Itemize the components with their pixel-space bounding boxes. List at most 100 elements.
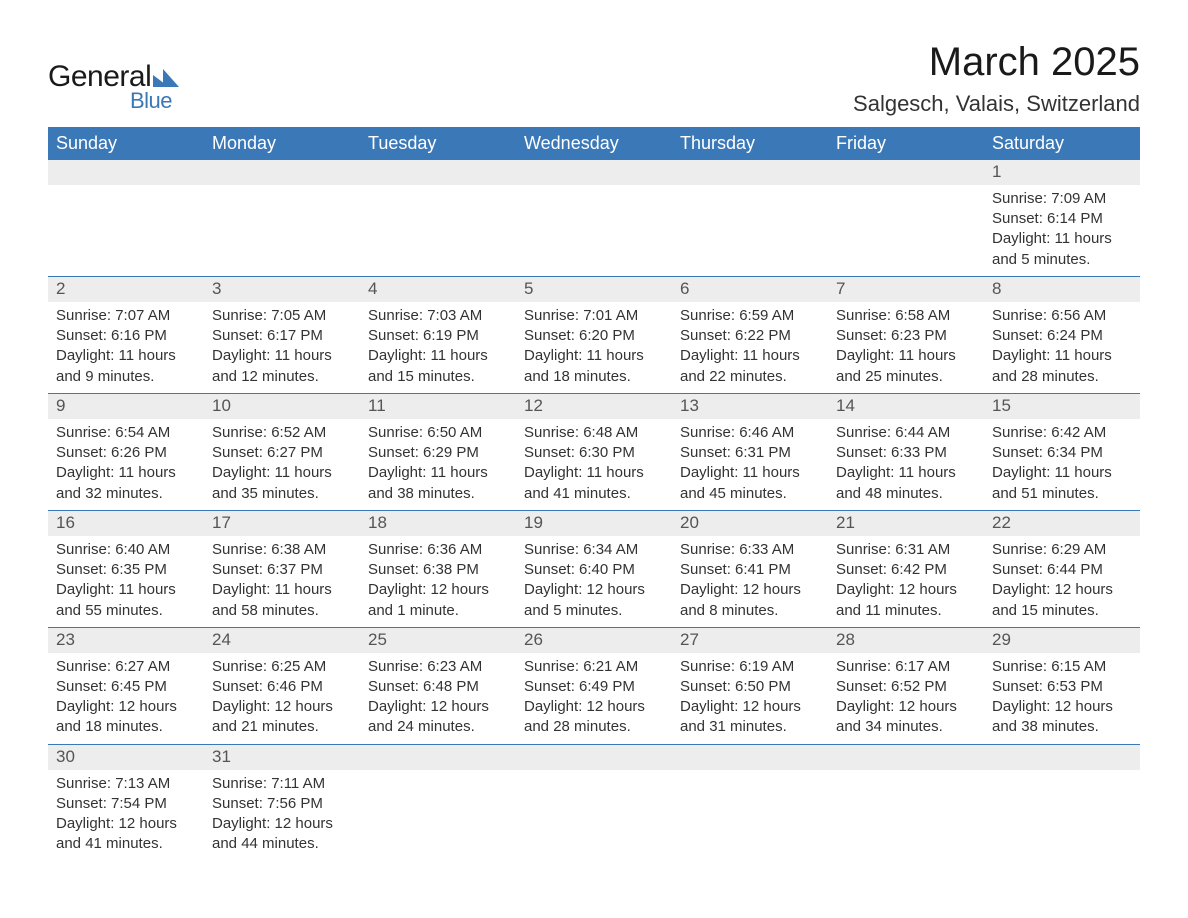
day-number-cell: 7 (828, 276, 984, 301)
sunset-text: Sunset: 6:45 PM (56, 677, 196, 697)
day-detail-cell: Sunrise: 6:17 AMSunset: 6:52 PMDaylight:… (828, 653, 984, 745)
sunset-text: Sunset: 6:38 PM (368, 560, 508, 580)
sunrise-text: Sunrise: 6:59 AM (680, 306, 820, 326)
sunrise-text: Sunrise: 6:50 AM (368, 423, 508, 443)
daylight-text: Daylight: 11 hours and 25 minutes. (836, 346, 976, 387)
sunset-text: Sunset: 6:26 PM (56, 443, 196, 463)
sunrise-text: Sunrise: 6:36 AM (368, 540, 508, 560)
day-detail-cell: Sunrise: 6:25 AMSunset: 6:46 PMDaylight:… (204, 653, 360, 745)
sunrise-text: Sunrise: 6:25 AM (212, 657, 352, 677)
day-detail-cell: Sunrise: 6:50 AMSunset: 6:29 PMDaylight:… (360, 419, 516, 511)
day-detail-cell: Sunrise: 7:01 AMSunset: 6:20 PMDaylight:… (516, 302, 672, 394)
day-detail-cell: Sunrise: 6:58 AMSunset: 6:23 PMDaylight:… (828, 302, 984, 394)
day-number-cell: 4 (360, 276, 516, 301)
sunset-text: Sunset: 6:44 PM (992, 560, 1132, 580)
title-block: March 2025 Salgesch, Valais, Switzerland (853, 40, 1140, 117)
sunset-text: Sunset: 7:54 PM (56, 794, 196, 814)
week-detail-row: Sunrise: 6:40 AMSunset: 6:35 PMDaylight:… (48, 536, 1140, 628)
sunset-text: Sunset: 6:34 PM (992, 443, 1132, 463)
sunset-text: Sunset: 6:22 PM (680, 326, 820, 346)
daylight-text: Daylight: 12 hours and 44 minutes. (212, 814, 352, 855)
daylight-text: Daylight: 11 hours and 18 minutes. (524, 346, 664, 387)
sunset-text: Sunset: 6:53 PM (992, 677, 1132, 697)
day-number-cell: 15 (984, 393, 1140, 418)
brand-triangle-icon (153, 69, 179, 87)
daylight-text: Daylight: 12 hours and 18 minutes. (56, 697, 196, 738)
day-number-cell (204, 160, 360, 185)
day-detail-cell (204, 185, 360, 277)
day-number-cell (984, 744, 1140, 769)
sunrise-text: Sunrise: 7:11 AM (212, 774, 352, 794)
daylight-text: Daylight: 12 hours and 31 minutes. (680, 697, 820, 738)
sunset-text: Sunset: 6:52 PM (836, 677, 976, 697)
sunrise-text: Sunrise: 7:07 AM (56, 306, 196, 326)
day-number-cell: 25 (360, 627, 516, 652)
sunset-text: Sunset: 6:17 PM (212, 326, 352, 346)
sunrise-text: Sunrise: 6:17 AM (836, 657, 976, 677)
week-detail-row: Sunrise: 7:13 AMSunset: 7:54 PMDaylight:… (48, 770, 1140, 861)
calendar-table: Sunday Monday Tuesday Wednesday Thursday… (48, 127, 1140, 861)
daylight-text: Daylight: 11 hours and 48 minutes. (836, 463, 976, 504)
day-header: Tuesday (360, 127, 516, 160)
week-daynum-row: 9101112131415 (48, 393, 1140, 418)
day-number-cell: 20 (672, 510, 828, 535)
sunset-text: Sunset: 6:41 PM (680, 560, 820, 580)
daylight-text: Daylight: 11 hours and 28 minutes. (992, 346, 1132, 387)
daylight-text: Daylight: 11 hours and 58 minutes. (212, 580, 352, 621)
day-number-cell: 27 (672, 627, 828, 652)
sunrise-text: Sunrise: 6:58 AM (836, 306, 976, 326)
day-number-cell: 17 (204, 510, 360, 535)
daylight-text: Daylight: 12 hours and 5 minutes. (524, 580, 664, 621)
day-number-cell: 5 (516, 276, 672, 301)
day-detail-cell: Sunrise: 6:44 AMSunset: 6:33 PMDaylight:… (828, 419, 984, 511)
sunrise-text: Sunrise: 6:15 AM (992, 657, 1132, 677)
day-detail-cell: Sunrise: 6:40 AMSunset: 6:35 PMDaylight:… (48, 536, 204, 628)
month-title: March 2025 (853, 40, 1140, 85)
sunset-text: Sunset: 7:56 PM (212, 794, 352, 814)
day-header-row: Sunday Monday Tuesday Wednesday Thursday… (48, 127, 1140, 160)
sunset-text: Sunset: 6:48 PM (368, 677, 508, 697)
day-detail-cell (360, 185, 516, 277)
sunset-text: Sunset: 6:23 PM (836, 326, 976, 346)
day-number-cell: 28 (828, 627, 984, 652)
sunset-text: Sunset: 6:16 PM (56, 326, 196, 346)
day-detail-cell: Sunrise: 6:42 AMSunset: 6:34 PMDaylight:… (984, 419, 1140, 511)
daylight-text: Daylight: 11 hours and 15 minutes. (368, 346, 508, 387)
day-detail-cell (516, 185, 672, 277)
week-daynum-row: 1 (48, 160, 1140, 185)
day-number-cell: 30 (48, 744, 204, 769)
day-detail-cell (672, 770, 828, 861)
sunrise-text: Sunrise: 7:03 AM (368, 306, 508, 326)
daylight-text: Daylight: 11 hours and 51 minutes. (992, 463, 1132, 504)
sunset-text: Sunset: 6:37 PM (212, 560, 352, 580)
daylight-text: Daylight: 12 hours and 41 minutes. (56, 814, 196, 855)
week-detail-row: Sunrise: 7:09 AMSunset: 6:14 PMDaylight:… (48, 185, 1140, 277)
day-header: Friday (828, 127, 984, 160)
day-number-cell: 19 (516, 510, 672, 535)
sunrise-text: Sunrise: 6:34 AM (524, 540, 664, 560)
day-detail-cell: Sunrise: 7:13 AMSunset: 7:54 PMDaylight:… (48, 770, 204, 861)
daylight-text: Daylight: 12 hours and 11 minutes. (836, 580, 976, 621)
sunrise-text: Sunrise: 6:44 AM (836, 423, 976, 443)
sunrise-text: Sunrise: 6:31 AM (836, 540, 976, 560)
day-detail-cell: Sunrise: 6:36 AMSunset: 6:38 PMDaylight:… (360, 536, 516, 628)
sunrise-text: Sunrise: 7:09 AM (992, 189, 1132, 209)
sunset-text: Sunset: 6:14 PM (992, 209, 1132, 229)
daylight-text: Daylight: 11 hours and 9 minutes. (56, 346, 196, 387)
day-number-cell: 31 (204, 744, 360, 769)
day-detail-cell: Sunrise: 7:09 AMSunset: 6:14 PMDaylight:… (984, 185, 1140, 277)
day-number-cell (516, 160, 672, 185)
daylight-text: Daylight: 11 hours and 32 minutes. (56, 463, 196, 504)
day-detail-cell: Sunrise: 6:59 AMSunset: 6:22 PMDaylight:… (672, 302, 828, 394)
day-number-cell: 6 (672, 276, 828, 301)
day-number-cell: 23 (48, 627, 204, 652)
day-number-cell: 16 (48, 510, 204, 535)
sunrise-text: Sunrise: 6:27 AM (56, 657, 196, 677)
day-header: Wednesday (516, 127, 672, 160)
day-number-cell (360, 160, 516, 185)
day-number-cell: 8 (984, 276, 1140, 301)
day-number-cell: 26 (516, 627, 672, 652)
sunset-text: Sunset: 6:35 PM (56, 560, 196, 580)
day-number-cell (828, 160, 984, 185)
day-number-cell: 3 (204, 276, 360, 301)
